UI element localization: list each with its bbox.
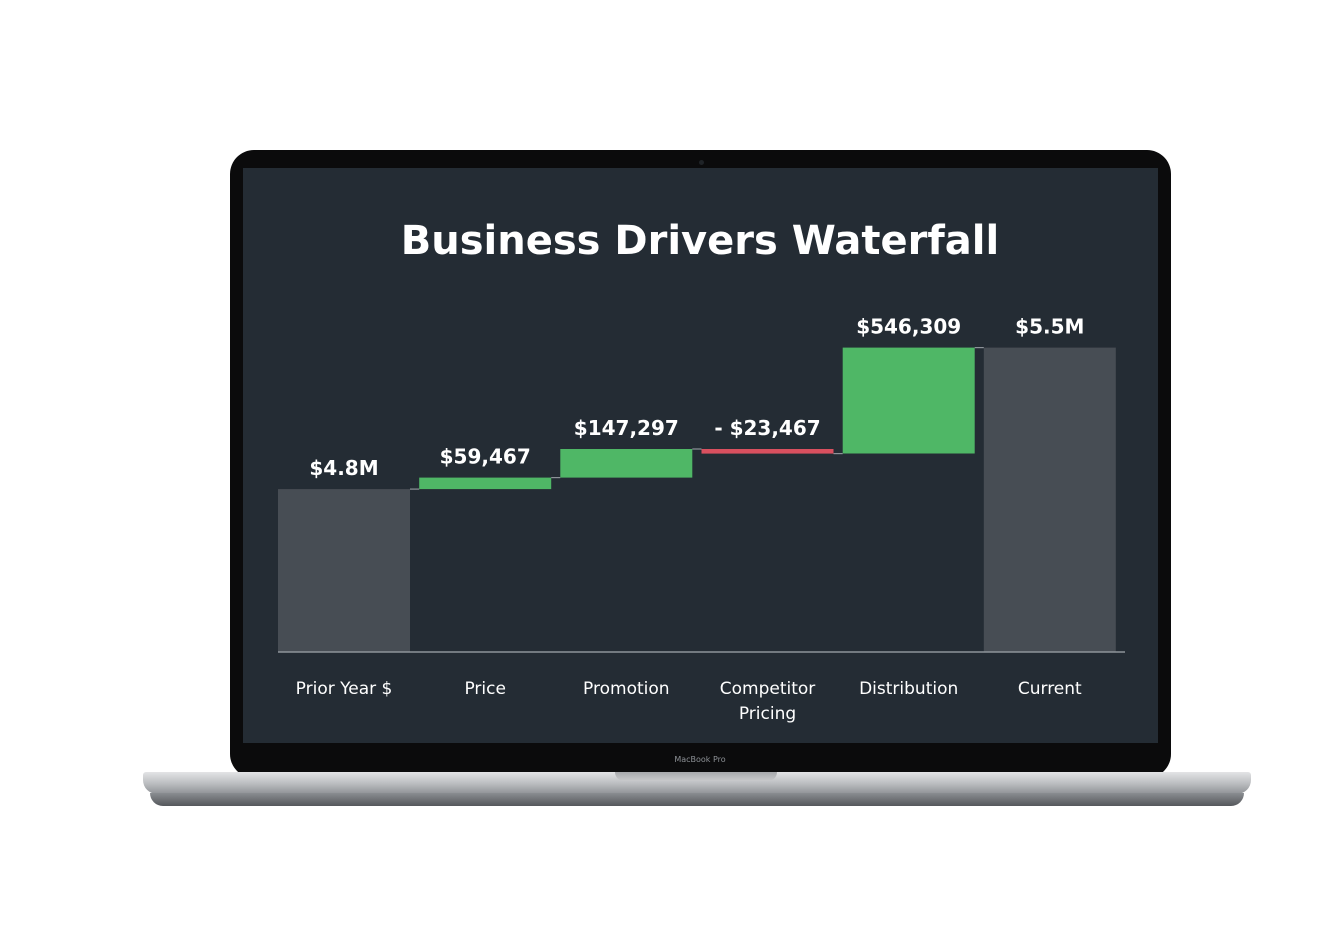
x-tick-label-distribution: Distribution [859, 679, 958, 699]
bar-competitor-pricing [701, 449, 834, 454]
data-label-promotion: $147,297 [574, 416, 679, 440]
data-label-prior-year: $4.8M [309, 456, 378, 480]
data-label-current: $5.5M [1015, 315, 1084, 339]
bar-prior-year [278, 489, 410, 652]
data-label-competitor-pricing: - $23,467 [714, 416, 820, 440]
laptop-base-lip [150, 793, 1244, 806]
laptop-notch [615, 772, 777, 781]
waterfall-chart: Business Drivers Waterfall $4.8M Prior Ye… [278, 218, 1125, 724]
x-tick-label-prior-year: Prior Year $ [296, 679, 393, 699]
device-brand-label: MacBook Pro [674, 755, 726, 764]
bar-promotion [560, 449, 693, 478]
laptop-screen: Business Drivers Waterfall $4.8M Prior Ye… [243, 168, 1158, 743]
chart-title: Business Drivers Waterfall [401, 218, 999, 264]
data-label-price: $59,467 [440, 445, 531, 469]
bar-distribution [842, 347, 975, 454]
x-tick-label-promotion: Promotion [583, 679, 670, 699]
data-label-distribution: $546,309 [856, 315, 961, 339]
x-tick-label-current: Current [1018, 679, 1082, 699]
bar-price [419, 477, 552, 490]
x-tick-label-price: Price [464, 679, 505, 699]
bar-current [983, 347, 1116, 652]
x-tick-label-competitor-pricing-line1: Competitor [720, 679, 816, 699]
laptop-base [143, 772, 1251, 794]
x-tick-label-competitor-pricing-line2: Pricing [739, 704, 796, 724]
camera-dot [699, 160, 704, 165]
